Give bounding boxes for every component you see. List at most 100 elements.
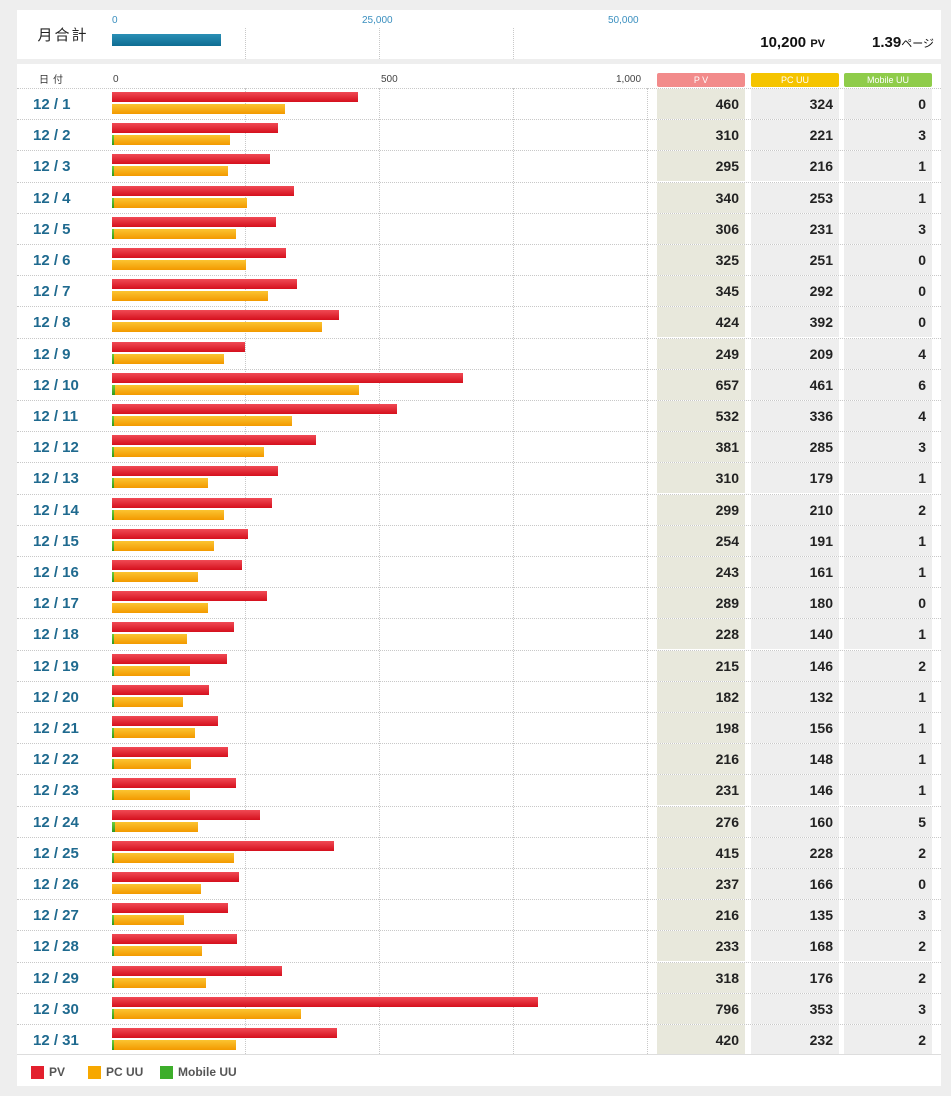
pc-uu-cell: 166 — [751, 869, 839, 899]
pc-uu-bar — [112, 572, 199, 582]
row-date: 12 / 22 — [33, 751, 79, 769]
mobile-uu-bar — [112, 665, 115, 676]
table-row: 12 / 26 237 166 0 — [17, 868, 941, 899]
row-date: 12 / 15 — [33, 532, 79, 550]
row-date: 12 / 26 — [33, 876, 79, 893]
pc-uu-cell: 146 — [751, 650, 839, 681]
pv-cell: 310 — [657, 463, 745, 494]
row-date: 12 / 4 — [33, 189, 71, 207]
mobile-uu-bar — [112, 416, 115, 426]
pv-cell: 216 — [657, 900, 745, 931]
pc-uu-cell: 210 — [751, 494, 839, 525]
pv-bar — [112, 716, 218, 726]
pv-bar — [112, 965, 283, 976]
pv-cell: 345 — [657, 276, 745, 307]
mobile-uu-cell: 3 — [844, 993, 932, 1024]
pc-uu-cell: 232 — [751, 1025, 839, 1055]
mobile-uu-bar — [112, 384, 116, 395]
pc-uu-cell: 216 — [751, 151, 839, 182]
mobile-uu-cell: 1 — [844, 681, 932, 712]
pc-uu-bar — [112, 104, 286, 114]
mobile-uu-cell: 2 — [844, 494, 932, 525]
pc-uu-bar — [112, 759, 192, 770]
mobile-uu-bar — [112, 478, 115, 489]
pc-uu-cell: 353 — [751, 993, 839, 1024]
pv-cell: 243 — [657, 557, 745, 587]
avg-header: 平均回遊数 — [863, 14, 914, 24]
pc-uu-bar — [112, 977, 207, 988]
mobile-uu-cell: 3 — [844, 213, 932, 244]
mobile-uu-cell: 1 — [844, 525, 932, 556]
pc-uu-cell: 228 — [751, 837, 839, 868]
row-date: 12 / 9 — [33, 345, 71, 363]
table-row: 12 / 8 424 392 0 — [17, 306, 941, 338]
row-date: 12 / 17 — [33, 595, 79, 613]
mobile-uu-bar — [112, 634, 115, 645]
table-row: 12 / 3 295 216 1 — [17, 150, 941, 182]
pc-uu-bar — [112, 447, 265, 458]
pc-uu-cell: 180 — [751, 588, 839, 619]
mobile-uu-bar — [112, 790, 115, 801]
pc-uu-bar — [112, 197, 248, 208]
mobile-uu-cell: 2 — [844, 650, 932, 681]
mobile-uu-cell: 3 — [844, 900, 932, 931]
top-tick-0: 0 — [112, 15, 118, 26]
mobile-uu-cell: 1 — [844, 151, 932, 182]
x-tick-1000: 1,000 — [616, 74, 642, 85]
pv-cell: 215 — [657, 650, 745, 681]
pc-uu-bar — [112, 852, 234, 863]
mobile-uu-cell: 2 — [844, 931, 932, 962]
pv-cell: 340 — [657, 182, 745, 213]
pv-bar — [112, 591, 267, 602]
mobile-uu-bar — [112, 728, 115, 738]
row-date: 12 / 3 — [33, 158, 71, 176]
pc-uu-cell: 209 — [751, 338, 839, 369]
row-date: 12 / 24 — [33, 813, 79, 831]
table-row: 12 / 24 276 160 5 — [17, 805, 941, 837]
legend-pv-label: PV — [49, 1065, 66, 1079]
pc-uu-bar — [112, 322, 322, 333]
pv-bar — [112, 185, 294, 196]
mobile-uu-cell: 1 — [844, 619, 932, 650]
pv-bar — [112, 154, 270, 165]
pv-bar — [112, 809, 260, 820]
pc-uu-cell: 148 — [751, 744, 839, 775]
monthly-total-bar — [112, 34, 222, 46]
row-date: 12 / 30 — [33, 1000, 79, 1018]
total-header: 月合計 — [732, 14, 763, 24]
legend-mobile-label: Mobile UU — [178, 1065, 237, 1079]
pc-uu-bar — [112, 728, 196, 738]
pc-uu-bar — [112, 603, 209, 614]
pc-uu-cell: 251 — [751, 245, 839, 275]
pv-cell: 532 — [657, 401, 745, 431]
pv-bar — [112, 435, 316, 446]
pv-column-header: P V — [657, 73, 745, 87]
pv-bar — [112, 778, 236, 789]
pv-cell: 237 — [657, 869, 745, 899]
mobile-uu-column-header: Mobile UU — [844, 73, 932, 87]
pc-uu-cell: 336 — [751, 401, 839, 431]
table-row: 12 / 27 216 135 3 — [17, 899, 941, 931]
pv-bar — [112, 404, 397, 414]
row-date: 12 / 19 — [33, 657, 79, 675]
pv-cell: 424 — [657, 307, 745, 338]
pv-bar — [112, 341, 246, 352]
table-row: 12 / 6 325 251 0 — [17, 244, 941, 275]
pc-uu-bar — [112, 353, 224, 364]
pv-cell: 231 — [657, 775, 745, 806]
table-row: 12 / 17 289 180 0 — [17, 587, 941, 619]
mobile-uu-cell: 0 — [844, 869, 932, 899]
pv-cell: 310 — [657, 120, 745, 151]
pc-uu-bar — [112, 1008, 301, 1019]
row-date: 12 / 7 — [33, 283, 71, 301]
table-row: 12 / 19 215 146 2 — [17, 649, 941, 681]
pc-uu-bar — [112, 634, 187, 645]
table-row: 12 / 23 231 146 1 — [17, 774, 941, 806]
pv-bar — [112, 934, 237, 945]
mobile-uu-cell: 4 — [844, 338, 932, 369]
table-header: 日付 0 500 1,000 P V PC UU Mobile UU — [17, 64, 941, 88]
pc-uu-bar — [112, 166, 228, 177]
pv-cell: 318 — [657, 962, 745, 993]
pv-bar — [112, 1028, 337, 1038]
mobile-uu-bar — [112, 509, 115, 520]
